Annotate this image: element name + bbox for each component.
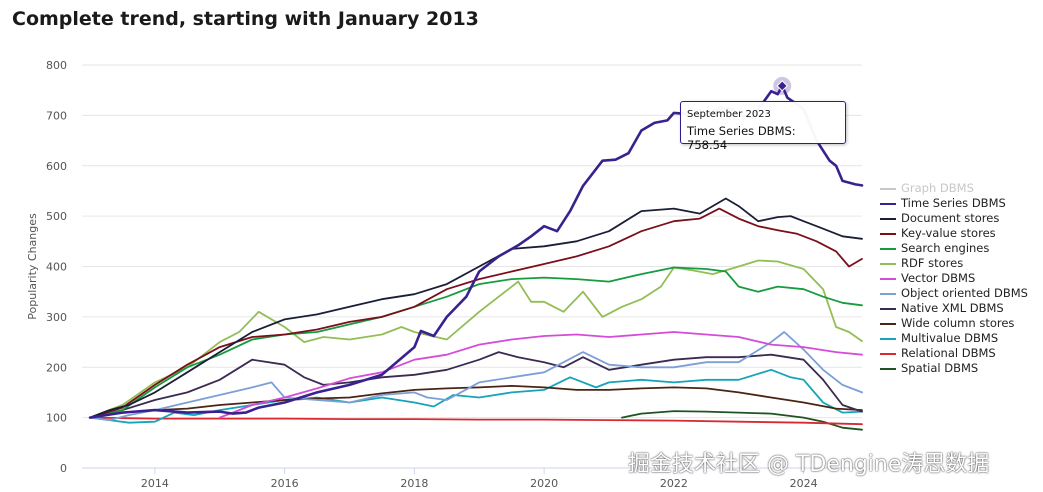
legend-swatch — [880, 232, 896, 235]
legend-label: Document stores — [901, 211, 1000, 225]
legend-item[interactable]: Relational DBMS — [880, 346, 1028, 361]
series-line-wide-column-stores — [89, 385, 863, 419]
legend-swatch — [880, 307, 896, 310]
y-tick-label: 800 — [46, 59, 67, 72]
series-line-rdf-stores — [89, 259, 863, 419]
legend-item[interactable]: Object oriented DBMS — [880, 286, 1028, 301]
chart-legend: Graph DBMS Time Series DBMS Document store… — [880, 181, 1028, 376]
x-tick-label: 2016 — [271, 477, 299, 490]
legend-swatch — [880, 217, 896, 220]
legend-label: Search engines — [901, 241, 990, 255]
series-line-spatial-dbms — [621, 410, 863, 431]
legend-label: Time Series DBMS — [901, 196, 1006, 210]
legend-swatch — [880, 337, 896, 340]
legend-label: Multivalue DBMS — [901, 331, 999, 345]
series-line-vector-dbms — [218, 331, 863, 419]
chart-tooltip: September 2023 Time Series DBMS: 758.54 — [680, 101, 846, 152]
legend-label: Relational DBMS — [901, 346, 996, 360]
tooltip-date: September 2023 — [687, 109, 771, 120]
chart-title: Complete trend, starting with January 20… — [12, 8, 479, 30]
legend-item[interactable]: Multivalue DBMS — [880, 331, 1028, 346]
y-tick-label: 300 — [46, 311, 67, 324]
legend-label: Object oriented DBMS — [901, 286, 1028, 300]
legend-swatch — [880, 247, 896, 250]
series-line-key-value-stores — [89, 207, 863, 419]
series-line-object-oriented-dbms — [89, 331, 863, 421]
y-tick-label: 0 — [60, 462, 67, 475]
legend-swatch — [880, 262, 896, 265]
legend-swatch — [880, 322, 896, 325]
y-tick-label: 600 — [46, 160, 67, 173]
legend-label: Native XML DBMS — [901, 301, 1004, 315]
legend-item[interactable]: Key-value stores — [880, 226, 1028, 241]
y-tick-label: 700 — [46, 109, 67, 122]
legend-label: Wide column stores — [901, 316, 1015, 330]
legend-label: Key-value stores — [901, 226, 996, 240]
legend-item[interactable]: Wide column stores — [880, 316, 1028, 331]
x-tick-label: 2014 — [141, 477, 169, 490]
y-tick-label: 100 — [46, 412, 67, 425]
legend-item[interactable]: Vector DBMS — [880, 271, 1028, 286]
legend-swatch — [880, 187, 896, 190]
x-tick-label: 2024 — [790, 477, 818, 490]
legend-swatch — [880, 202, 896, 205]
series-line-relational-dbms — [89, 416, 863, 426]
legend-item[interactable]: Document stores — [880, 211, 1028, 226]
watermark-text: 掘金技术社区 @ TDengine涛思数据 — [628, 452, 990, 477]
legend-item[interactable]: RDF stores — [880, 256, 1028, 271]
legend-label: Vector DBMS — [901, 271, 976, 285]
y-axis-label: Popularity Changes — [26, 213, 39, 320]
legend-item[interactable]: Time Series DBMS — [880, 196, 1028, 211]
legend-swatch — [880, 367, 896, 370]
legend-label: RDF stores — [901, 256, 964, 270]
series-line-multivalue-dbms — [89, 368, 863, 424]
highlight-point — [776, 80, 788, 92]
y-tick-label: 400 — [46, 261, 67, 274]
legend-item[interactable]: Spatial DBMS — [880, 361, 1028, 376]
tooltip-value: Time Series DBMS: 758.54 — [687, 124, 796, 152]
legend-swatch — [880, 292, 896, 295]
x-tick-label: 2022 — [660, 477, 688, 490]
legend-label: Spatial DBMS — [901, 361, 979, 375]
legend-label: Graph DBMS — [901, 181, 974, 195]
series-line-search-engines — [89, 266, 863, 419]
series-line-time-series-dbms — [88, 84, 864, 419]
legend-item[interactable]: Native XML DBMS — [880, 301, 1028, 316]
legend-item[interactable]: Graph DBMS — [880, 181, 1028, 196]
series-line-document-stores — [89, 197, 863, 419]
y-tick-label: 200 — [46, 361, 67, 374]
legend-item[interactable]: Search engines — [880, 241, 1028, 256]
x-tick-label: 2018 — [400, 477, 428, 490]
y-tick-label: 500 — [46, 210, 67, 223]
legend-swatch — [880, 352, 896, 355]
x-tick-label: 2020 — [530, 477, 558, 490]
legend-swatch — [880, 277, 896, 280]
